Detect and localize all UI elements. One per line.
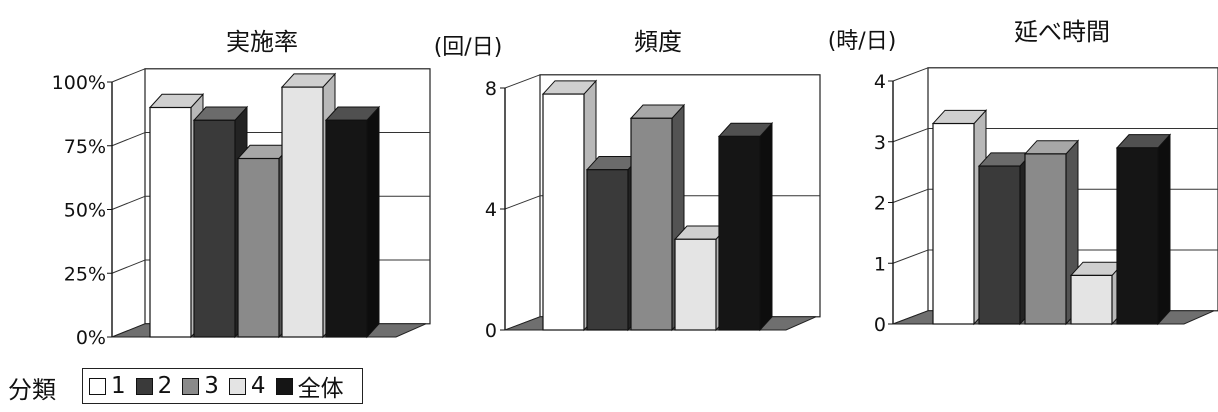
y-tick-label: 0%	[76, 327, 106, 349]
legend-swatch	[228, 377, 246, 395]
legend-item: 3	[182, 373, 219, 399]
bar	[281, 86, 324, 338]
y-tick-label: 75%	[64, 136, 106, 158]
legend-swatch	[182, 377, 200, 395]
gridline-side	[892, 128, 929, 143]
bar-side	[1157, 133, 1171, 326]
legend-item: 4	[228, 373, 266, 399]
legend-item: 2	[135, 373, 173, 399]
legend-swatch	[135, 377, 153, 395]
bar	[325, 119, 368, 338]
y-tick-label: 1	[874, 253, 886, 275]
gridline-side	[504, 195, 541, 210]
legend: 1 2 3 4 全体	[82, 368, 363, 404]
bar	[193, 119, 236, 338]
legend-label: 3	[204, 373, 219, 399]
bar	[237, 157, 280, 338]
y-tick-label: 4	[485, 199, 497, 221]
gridline-side	[892, 67, 929, 82]
chart-title: 延べ時間	[1014, 18, 1110, 46]
bar	[674, 238, 717, 331]
y-tick-label: 8	[485, 78, 497, 100]
bar	[1024, 153, 1067, 325]
gridline-side	[111, 195, 146, 210]
bar	[149, 106, 192, 338]
legend-label: 2	[157, 373, 173, 399]
y-tick-label: 3	[874, 132, 886, 154]
bar	[978, 165, 1021, 325]
legend-item: 1	[89, 373, 126, 399]
legend-swatch	[275, 377, 293, 395]
bar	[718, 135, 761, 331]
gridline-side	[892, 249, 929, 264]
chart-title: 頻度	[634, 28, 682, 56]
y-tick-label: 4	[874, 71, 886, 93]
bar	[1070, 274, 1113, 325]
bar	[542, 93, 585, 331]
y-tick-label: 0	[874, 314, 886, 336]
gridline-side	[111, 68, 146, 83]
bar	[630, 117, 673, 331]
gridline-side	[111, 132, 146, 147]
bar	[586, 169, 629, 331]
legend-item: 全体	[275, 369, 344, 403]
y-tick-label: 0	[485, 320, 497, 342]
legend-label: 全体	[297, 376, 344, 402]
y-tick-label: 2	[874, 193, 886, 215]
chart-unit-label: (回/日)	[434, 35, 503, 60]
legend-label: 4	[250, 373, 266, 399]
gridline-side	[111, 259, 146, 274]
gridline-side	[504, 74, 541, 89]
chart-title: 実施率	[226, 28, 298, 56]
gridline-side	[892, 188, 929, 203]
legend-swatch	[89, 377, 106, 395]
bar	[1116, 147, 1159, 325]
legend-title: 分類	[8, 376, 56, 404]
chart-unit-label: (時/日)	[828, 29, 897, 54]
y-tick-label: 100%	[52, 72, 106, 94]
bar	[932, 122, 975, 325]
y-tick-label: 50%	[64, 200, 106, 222]
y-tick-label: 25%	[64, 263, 106, 285]
bar-side	[366, 105, 380, 339]
legend-label: 1	[111, 373, 126, 399]
bar-side	[759, 121, 773, 332]
